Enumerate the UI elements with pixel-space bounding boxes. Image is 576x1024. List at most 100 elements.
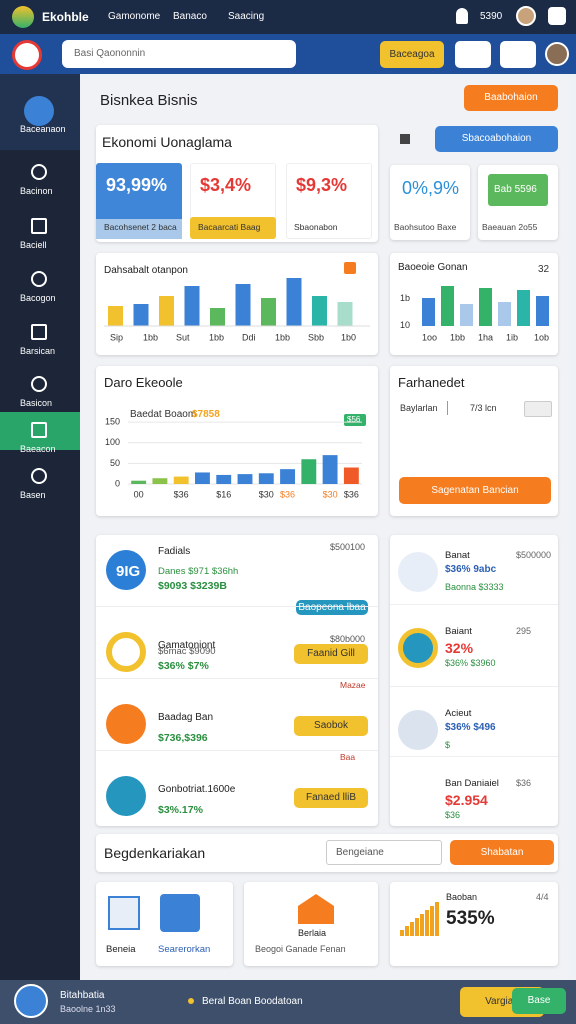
close[interactable]	[356, 133, 368, 145]
select[interactable]	[524, 401, 552, 417]
search-button[interactable]: Baceagoa	[380, 41, 444, 68]
row-line: Danes $971 $36hh	[158, 566, 239, 577]
card-label: Searerorkan	[158, 944, 211, 955]
sidebar-item[interactable]: Baciell	[20, 240, 47, 250]
footer-title: Bitahbatia	[60, 990, 105, 1001]
select-label[interactable]: Bengeiane	[336, 847, 384, 858]
button-label[interactable]: Base	[527, 995, 551, 1006]
sidebar-item[interactable]: Barsican	[20, 346, 56, 356]
divider	[96, 678, 378, 679]
footer-button[interactable]: Base	[512, 988, 566, 1014]
avatar	[14, 984, 48, 1018]
kpi-label: Baohsutoo Baxe	[394, 222, 457, 232]
chart-title: Baoeoie Gonan	[398, 262, 468, 273]
sidebar	[0, 74, 80, 1024]
icon	[415, 918, 419, 936]
button-label[interactable]: Faanid Gill	[307, 648, 355, 659]
button-label[interactable]: Vargiaa	[485, 996, 519, 1007]
sidebar-item[interactable]: Basen	[20, 490, 46, 500]
kpi-value: Bab 5596	[494, 184, 537, 195]
kpi-strip	[96, 219, 182, 239]
row-title: Gamatoniont	[158, 640, 216, 651]
icon	[410, 922, 414, 936]
row-tag[interactable]: Fanaed lliB	[294, 788, 368, 808]
kpi-value: 0%,9%	[402, 178, 460, 198]
kpi-card	[286, 163, 372, 239]
row-tag[interactable]: Faanid Gill	[294, 644, 368, 664]
row-value: $736,$396	[158, 732, 208, 744]
row-icon	[398, 552, 438, 592]
badge-label: $56	[347, 415, 361, 424]
icon	[31, 376, 47, 392]
side-action[interactable]: Sagenatan Bancian	[399, 477, 551, 504]
y-label: 10	[400, 320, 411, 330]
button-label[interactable]: Fanaed lliB	[305, 792, 357, 803]
button-label[interactable]: Baabohaion	[484, 92, 538, 103]
sidebar-item[interactable]: Baeacon	[20, 444, 56, 454]
status-dot	[188, 998, 194, 1004]
button-label[interactable]: Shabatan	[480, 846, 524, 858]
row-value: $9093 $3239B	[158, 580, 227, 592]
field-label: Baylarlan	[400, 403, 438, 413]
nav-item[interactable]: Banaco	[173, 11, 207, 22]
row-line: $6mac $9090	[158, 646, 216, 657]
sidebar-item[interactable]: Bacogon	[20, 293, 56, 303]
sidebar-item[interactable]: Baceanaon	[20, 124, 66, 134]
search-placeholder[interactable]: Basi Qaononnin	[74, 48, 146, 59]
divider	[390, 604, 558, 605]
panel-title: Ekonomi Uonaglama	[102, 134, 232, 150]
card	[96, 535, 378, 826]
footer-sub: Baoolne 1n33	[60, 1004, 116, 1014]
legend-value: $7858	[192, 409, 220, 420]
icon	[405, 926, 409, 936]
row-meta: $500100	[330, 542, 366, 552]
icon	[31, 324, 47, 340]
sidebar-item[interactable]: Bacinon	[20, 186, 53, 196]
icon	[425, 910, 429, 936]
card	[244, 882, 378, 966]
divider	[96, 606, 378, 607]
row-value: $3%.17%	[158, 804, 203, 816]
row-line: $	[445, 740, 451, 750]
icon	[31, 422, 47, 438]
button-label[interactable]: Saobok	[314, 720, 348, 731]
icon	[430, 906, 434, 936]
header-button[interactable]: Baabohaion	[464, 85, 558, 111]
y-label: 1b	[400, 293, 411, 303]
row-title: Baiant	[445, 626, 472, 637]
nav-item[interactable]: Saacing	[228, 11, 265, 22]
row-meta: 295	[516, 626, 532, 636]
bottom-button[interactable]: Shabatan	[450, 840, 554, 865]
row-icon	[106, 550, 146, 590]
button-label[interactable]: Sbacoabohaion	[461, 133, 532, 144]
card-value: 535%	[446, 908, 495, 929]
chart-title: Dahsabalt otanpon	[104, 265, 188, 276]
button-label[interactable]: Baceagoa	[389, 48, 435, 60]
divider	[390, 686, 558, 687]
row-title: Gonbotriat.1600e	[158, 784, 236, 795]
icon[interactable]	[548, 7, 566, 25]
button-label[interactable]: Sagenatan Bancian	[431, 484, 519, 496]
search-input[interactable]	[62, 40, 296, 68]
row-tag[interactable]: Baopeona lbaa	[296, 600, 368, 615]
kpi-value: $3,4%	[200, 175, 252, 195]
icon-button[interactable]	[455, 41, 491, 68]
nav-item[interactable]: Gamonome	[108, 11, 161, 22]
row-title: Ban Daniaiel	[445, 778, 499, 789]
sidebar-active[interactable]	[0, 412, 80, 450]
row-badge: 9IG	[116, 563, 141, 580]
button-label[interactable]: Baopeona lbaa	[298, 601, 366, 613]
row-meta: $36	[516, 778, 532, 788]
page-title: Bisnkea Bisnis	[100, 92, 198, 109]
select[interactable]	[326, 840, 442, 865]
sidebar-item[interactable]: Basicon	[20, 398, 53, 408]
icon-button[interactable]	[500, 41, 536, 68]
divider	[390, 756, 558, 757]
brand: Ekohble	[42, 10, 89, 24]
row-foot: Mazae	[340, 680, 366, 690]
side-button[interactable]: Sbacoabohaion	[435, 126, 558, 152]
footer-status: Beral Boan Boodatoan	[202, 996, 303, 1007]
kpi-strip	[190, 217, 276, 239]
row-tag[interactable]: Saobok	[294, 716, 368, 736]
